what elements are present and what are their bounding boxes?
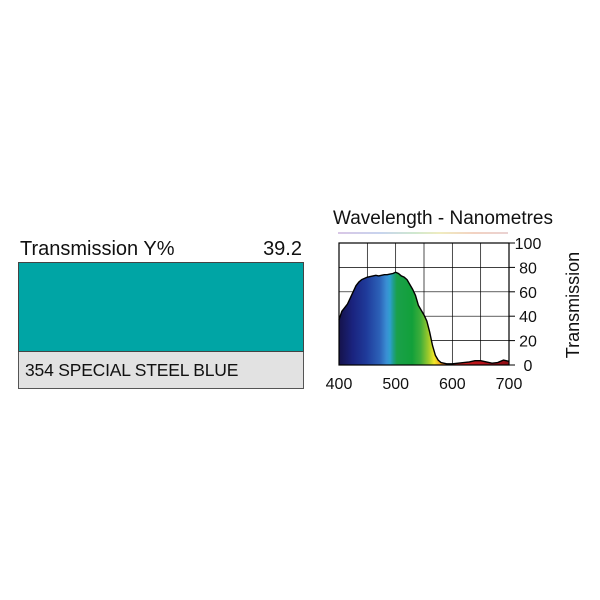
y-tick-label: 20 [519, 334, 537, 351]
transmission-line [338, 271, 510, 365]
x-tick-label: 700 [496, 376, 523, 393]
y-tick-label: 40 [519, 309, 537, 326]
x-tick-label: 500 [382, 376, 409, 393]
plot-frame [338, 242, 510, 366]
title-spectrum-bar [338, 232, 508, 234]
transmission-label: Transmission Y% [20, 238, 175, 260]
y-tick-label: 60 [519, 285, 537, 302]
transmission-header: Transmission Y% 39.2 [20, 236, 304, 262]
y-axis-label: Transmission [563, 252, 583, 358]
y-tick-label: 0 [524, 358, 533, 375]
y-tick-label: 100 [515, 236, 542, 253]
x-tick-label: 400 [326, 376, 353, 393]
axis-ticks: 0 20 40 60 80 100 400 500 600 700 [326, 236, 542, 393]
chart-title: Wavelength - Nanometres [333, 208, 553, 229]
filter-name: 354 SPECIAL STEEL BLUE [18, 352, 304, 389]
x-tick-label: 600 [439, 376, 466, 393]
transmission-area [339, 272, 509, 365]
y-tick-label: 80 [519, 260, 537, 277]
transmission-value: 39.2 [263, 238, 302, 260]
color-swatch [18, 262, 304, 352]
